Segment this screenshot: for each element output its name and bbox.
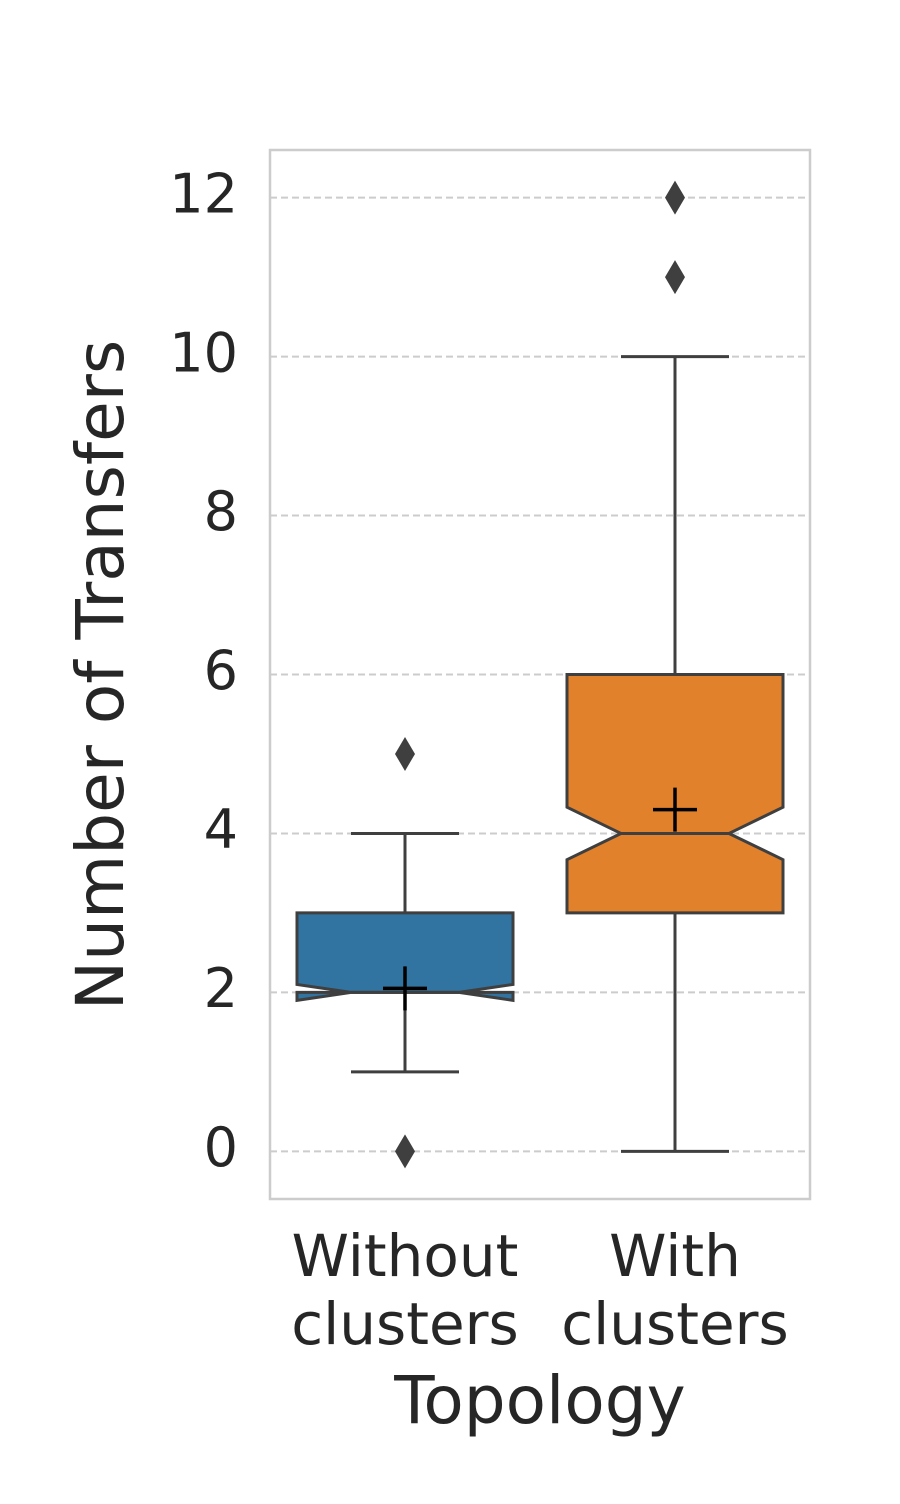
x-tick-label: Without clusters bbox=[291, 1222, 519, 1358]
y-tick-label: 10 bbox=[169, 321, 238, 384]
y-tick-label: 6 bbox=[204, 639, 238, 702]
x-axis-label: Topology bbox=[393, 1362, 685, 1439]
x-tick-label: With clusters bbox=[561, 1222, 789, 1358]
y-tick-label: 8 bbox=[204, 480, 238, 543]
y-tick-label: 2 bbox=[204, 957, 238, 1020]
outlier bbox=[395, 736, 415, 771]
outlier bbox=[665, 180, 685, 215]
mean-marker bbox=[383, 966, 427, 1011]
plot-frame bbox=[268, 148, 812, 1201]
y-tick-label: 12 bbox=[169, 162, 238, 225]
box bbox=[295, 911, 515, 1003]
outlier bbox=[665, 260, 685, 295]
y-axis-label: Number of Transfers bbox=[62, 340, 139, 1010]
mean-marker bbox=[653, 787, 697, 832]
y-tick-label: 0 bbox=[204, 1116, 238, 1179]
outlier bbox=[395, 1134, 415, 1169]
y-tick-label: 4 bbox=[204, 798, 238, 861]
